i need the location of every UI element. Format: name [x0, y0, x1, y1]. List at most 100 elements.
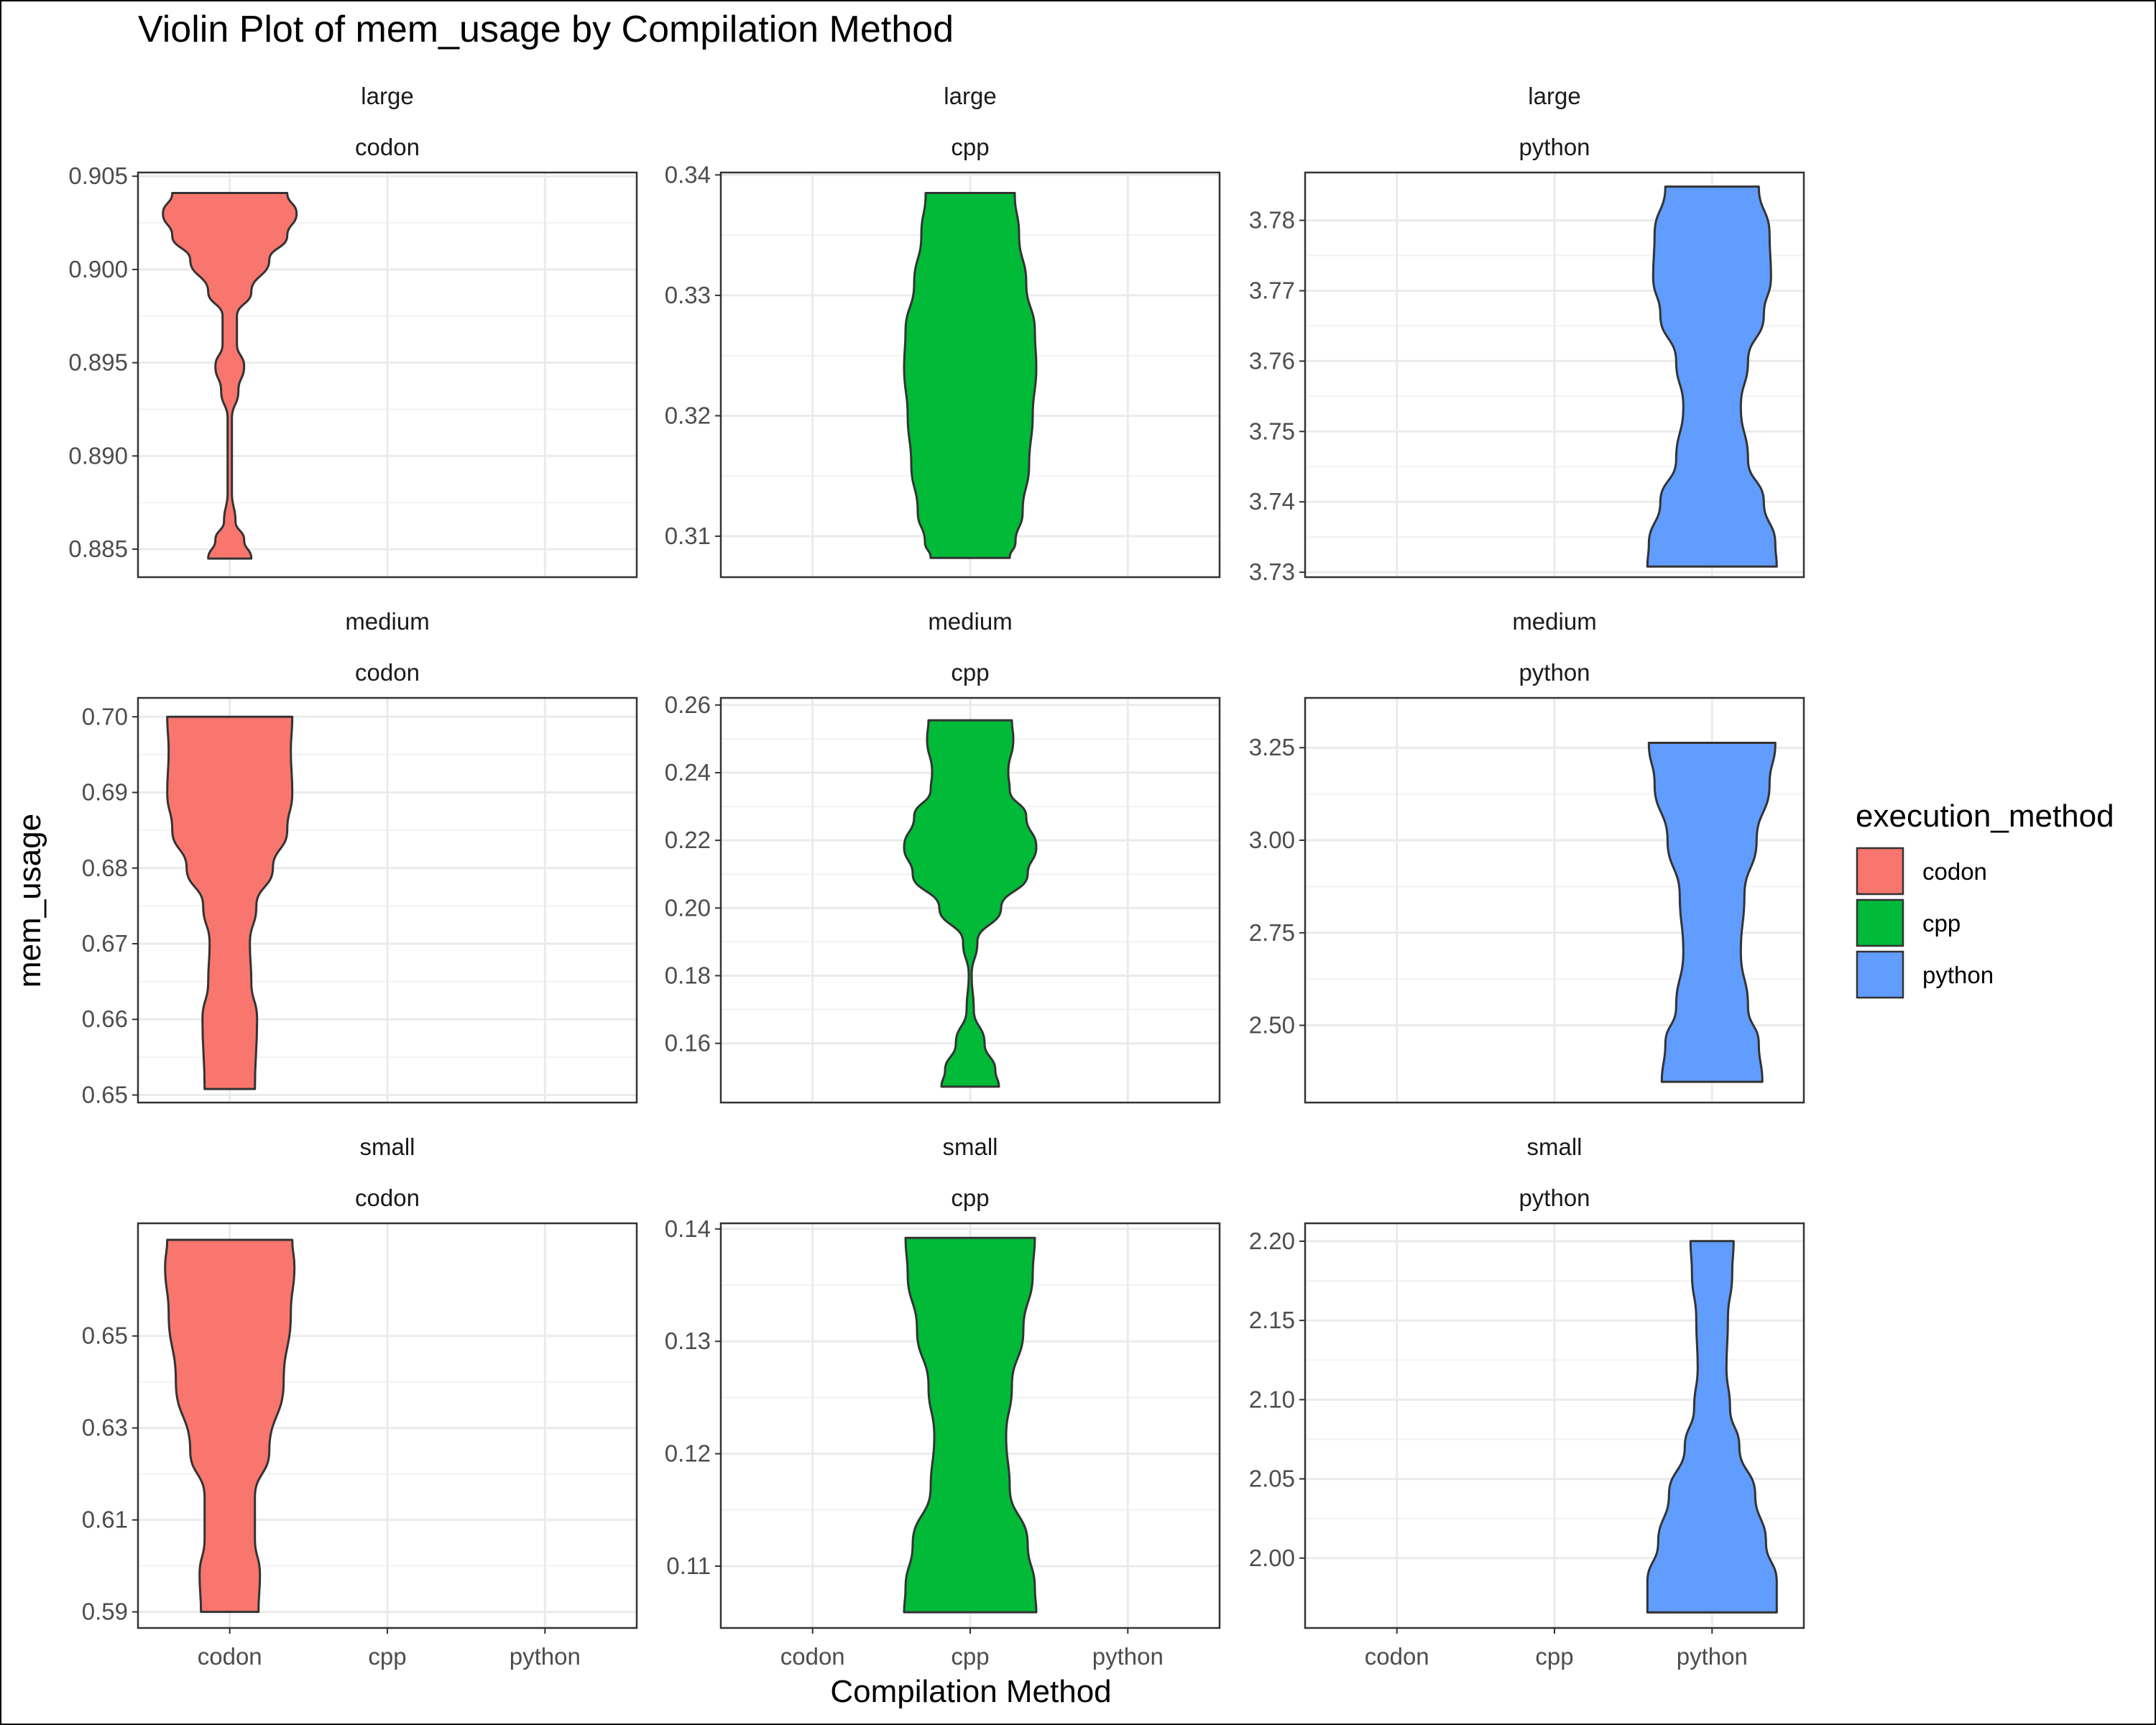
strip-label-size: small — [359, 1133, 415, 1160]
strip-label-method: codon — [355, 134, 420, 160]
strip-label-size: small — [1526, 1133, 1582, 1160]
y-tick-label: 0.63 — [82, 1414, 128, 1441]
x-tick-label-cpp: cpp — [1535, 1643, 1573, 1670]
y-tick-label: 0.13 — [665, 1328, 711, 1354]
facet-panel-medium-codon: medium codon 0.65 0.66 0.67 0.68 0.69 0.70 — [82, 608, 638, 1108]
y-tick-label: 2.15 — [1249, 1307, 1295, 1333]
strip-label-size: medium — [345, 608, 429, 635]
y-tick-label: 0.66 — [82, 1006, 128, 1032]
y-tick-label: 2.50 — [1249, 1012, 1295, 1039]
violin-cpp — [903, 1236, 1038, 1614]
panel-border — [1304, 171, 1805, 579]
facet-panel-medium-python: medium python 2.50 2.75 3.00 3.25 — [1249, 608, 1805, 1104]
panel-border — [137, 171, 638, 579]
legend-key-codon — [1856, 847, 1904, 896]
strip-label-size: medium — [1512, 608, 1596, 635]
y-tick-label: 0.61 — [82, 1506, 128, 1533]
violin-codon — [164, 1238, 296, 1614]
y-tick-label: 0.65 — [82, 1322, 128, 1349]
violin-python — [1646, 185, 1778, 568]
x-tick-label-codon: codon — [1365, 1643, 1429, 1670]
strip-label-size: medium — [928, 608, 1012, 635]
panel-border — [137, 696, 638, 1104]
panel-border — [1304, 1222, 1805, 1629]
x-tick-label-python: python — [510, 1643, 581, 1670]
strip-label-size: small — [942, 1133, 998, 1160]
y-tick-label: 0.18 — [665, 962, 711, 988]
y-tick-label: 0.16 — [665, 1030, 711, 1057]
legend-label-cpp: cpp — [1922, 910, 1961, 937]
y-tick-label: 0.33 — [665, 282, 711, 308]
y-tick-label: 3.77 — [1249, 277, 1295, 303]
facet-panel-large-python: large python 3.73 3.74 3.75 3.76 3.77 3.78 — [1249, 83, 1805, 585]
legend-item-cpp: cpp — [1856, 898, 1961, 947]
legend: execution_method codon cpp python — [1856, 799, 2114, 999]
legend-item-codon: codon — [1856, 847, 1987, 896]
facet-panel-small-cpp: small cpp 0.11 0.12 0.13 0.14 codon cpp python — [665, 1133, 1221, 1670]
x-tick-label-python: python — [1092, 1643, 1164, 1670]
legend-label-codon: codon — [1922, 858, 1987, 885]
y-tick-label: 2.20 — [1249, 1228, 1295, 1254]
y-tick-label: 0.22 — [665, 827, 711, 853]
y-tick-label: 3.00 — [1249, 827, 1295, 853]
y-tick-label: 0.885 — [68, 535, 128, 562]
violin-python — [1647, 742, 1777, 1083]
y-tick-label: 0.59 — [82, 1598, 128, 1625]
violin-python — [1646, 1240, 1778, 1614]
x-tick-label-codon: codon — [198, 1643, 262, 1670]
facet-panel-small-codon: small codon 0.59 0.61 0.63 0.65 codon cpp python — [82, 1133, 638, 1670]
legend-key-cpp — [1856, 898, 1904, 947]
y-tick-label: 0.69 — [82, 779, 128, 806]
y-axis-title: mem_usage — [12, 814, 47, 988]
panel-border — [719, 171, 1221, 579]
panel-border — [1304, 696, 1805, 1104]
y-tick-label: 2.75 — [1249, 919, 1295, 946]
y-tick-label: 0.20 — [665, 894, 711, 921]
y-tick-label: 3.73 — [1249, 558, 1295, 585]
y-tick-label: 0.31 — [665, 523, 711, 549]
violin-codon — [162, 192, 298, 560]
x-tick-label-cpp: cpp — [951, 1643, 989, 1670]
y-tick-label: 0.24 — [665, 759, 711, 786]
x-tick-label-codon: codon — [780, 1643, 845, 1670]
y-tick-label: 0.32 — [665, 402, 711, 428]
strip-label-method: python — [1519, 1184, 1590, 1211]
y-tick-label: 0.34 — [665, 161, 711, 188]
y-tick-label: 0.26 — [665, 691, 711, 718]
y-tick-label: 0.890 — [68, 442, 128, 469]
violin-cpp — [903, 719, 1038, 1088]
y-tick-label: 0.68 — [82, 855, 128, 881]
panel-border — [719, 696, 1221, 1104]
y-tick-label: 3.78 — [1249, 207, 1295, 234]
strip-label-method: cpp — [951, 134, 989, 160]
legend-label-python: python — [1922, 962, 1994, 988]
x-axis-title: Compilation Method — [830, 1674, 1111, 1709]
y-tick-label: 0.67 — [82, 930, 128, 957]
strip-label-method: cpp — [951, 659, 989, 686]
violin-codon — [166, 715, 294, 1090]
strip-label-size: large — [361, 83, 413, 109]
y-tick-label: 0.11 — [666, 1552, 711, 1579]
strip-label-method: codon — [355, 1184, 420, 1211]
y-tick-label: 3.76 — [1249, 347, 1295, 374]
panel-border — [137, 1222, 638, 1629]
x-tick-label-python: python — [1677, 1643, 1748, 1670]
strip-label-method: python — [1519, 134, 1590, 160]
panel-border — [719, 1222, 1221, 1629]
y-tick-label: 0.895 — [68, 349, 128, 376]
y-tick-label: 0.900 — [68, 256, 128, 282]
y-tick-label: 2.05 — [1249, 1466, 1295, 1492]
y-tick-label: 0.12 — [665, 1440, 711, 1467]
y-tick-label: 2.00 — [1249, 1545, 1295, 1571]
y-tick-label: 0.14 — [665, 1215, 711, 1242]
strip-label-method: python — [1519, 659, 1590, 686]
strip-label-size: large — [1528, 83, 1580, 109]
y-tick-label: 3.25 — [1249, 734, 1295, 760]
y-tick-label: 0.905 — [68, 162, 128, 189]
y-tick-label: 0.70 — [82, 703, 128, 730]
facet-panel-small-python: small python 2.00 2.05 2.10 2.15 2.20 codon cpp p… — [1249, 1133, 1805, 1670]
facet-panel-large-cpp: large cpp 0.31 0.32 0.33 0.34 — [665, 83, 1221, 579]
y-tick-label: 0.65 — [82, 1081, 128, 1108]
x-tick-label-cpp: cpp — [368, 1643, 406, 1670]
legend-item-python: python — [1856, 950, 1994, 999]
